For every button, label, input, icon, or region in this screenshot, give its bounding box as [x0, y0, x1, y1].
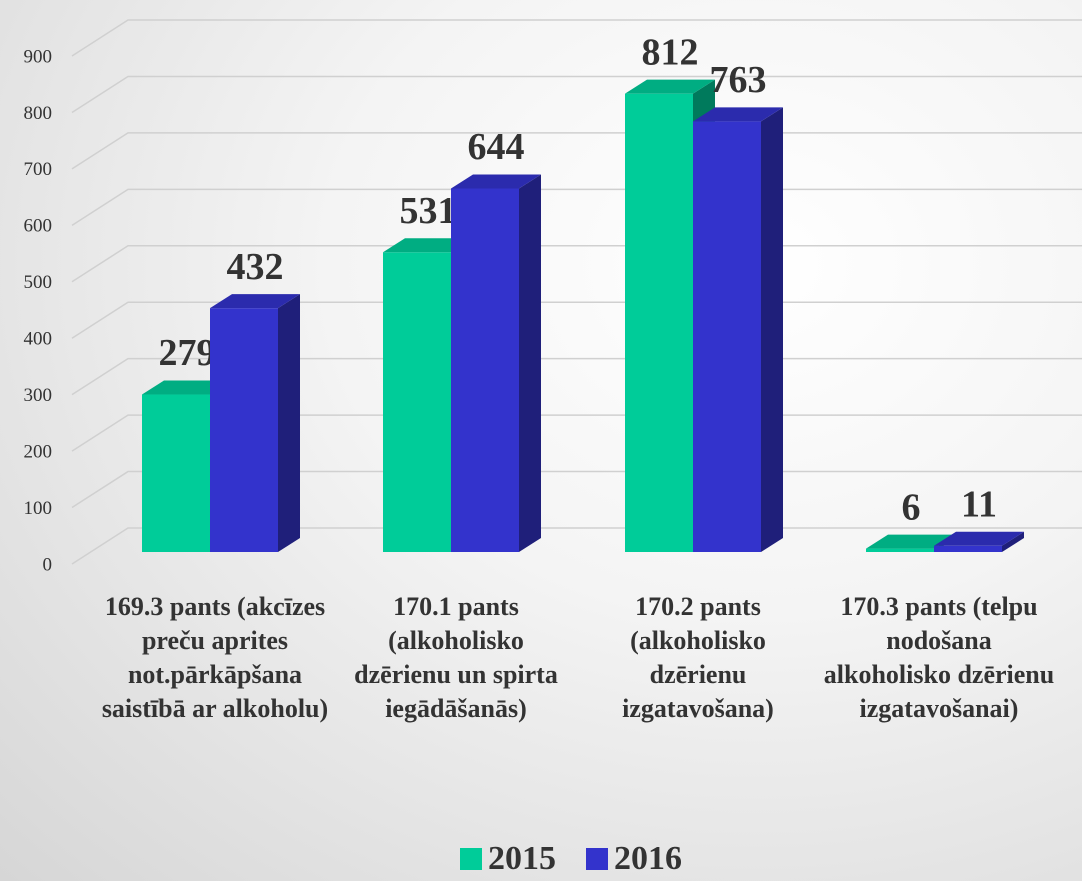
bar-top: [625, 79, 715, 94]
y-tick-label: 900: [24, 46, 53, 67]
grid-line: [71, 132, 1082, 170]
bar-top: [934, 531, 1024, 546]
value-label: 531: [400, 190, 457, 232]
legend-label: 2016: [614, 840, 682, 877]
bar-top: [383, 238, 473, 253]
y-tick-label: 0: [43, 554, 53, 575]
value-label: 644: [468, 126, 525, 168]
legend-swatch: [586, 848, 608, 870]
y-tick-label: 300: [24, 385, 53, 406]
y-tick-label: 100: [24, 498, 53, 519]
y-tick-label: 800: [24, 103, 53, 124]
bar-front: [383, 252, 451, 552]
value-label: 812: [642, 31, 699, 73]
bar-front: [866, 548, 934, 552]
bar-top: [866, 534, 956, 549]
value-label: 6: [902, 486, 921, 528]
y-tick-label: 200: [24, 441, 53, 462]
bar-top: [142, 380, 232, 395]
value-label: 763: [710, 59, 767, 101]
bar-front: [625, 93, 693, 552]
y-tick-label: 700: [24, 159, 53, 180]
grid-line: [71, 19, 1082, 57]
value-label: 279: [159, 332, 216, 374]
bar-top: [451, 174, 541, 189]
bar-front: [693, 121, 761, 552]
value-label: 11: [961, 484, 997, 526]
bar-side: [278, 294, 300, 552]
bar-front: [451, 188, 519, 552]
bar-side: [1002, 531, 1024, 552]
y-tick-label: 600: [24, 216, 53, 237]
bar-front: [934, 545, 1002, 552]
category-label: 170.3 pants (telpu nodošana alkoholisko …: [823, 592, 1055, 723]
category-label: 169.3 pants (akcīzes preču aprites not.p…: [101, 592, 329, 723]
grid-line: [71, 188, 1082, 226]
y-tick-label: 400: [24, 329, 53, 350]
bar-front: [210, 308, 278, 552]
category-label: 170.2 pants (alkoholisko dzērienu izgata…: [622, 592, 774, 723]
value-label: 432: [227, 246, 284, 288]
legend-swatch: [460, 848, 482, 870]
legend-label: 2015: [488, 840, 556, 877]
bar-side: [761, 107, 783, 552]
category-label: 170.1 pants (alkoholisko dzērienu un spi…: [354, 592, 558, 723]
grid-line: [71, 245, 1082, 283]
bar-front: [142, 394, 210, 552]
bar-top: [210, 294, 300, 309]
grid-line: [71, 75, 1082, 114]
y-tick-label: 500: [24, 272, 53, 293]
bar-top: [693, 107, 783, 122]
bar-side: [519, 174, 541, 552]
